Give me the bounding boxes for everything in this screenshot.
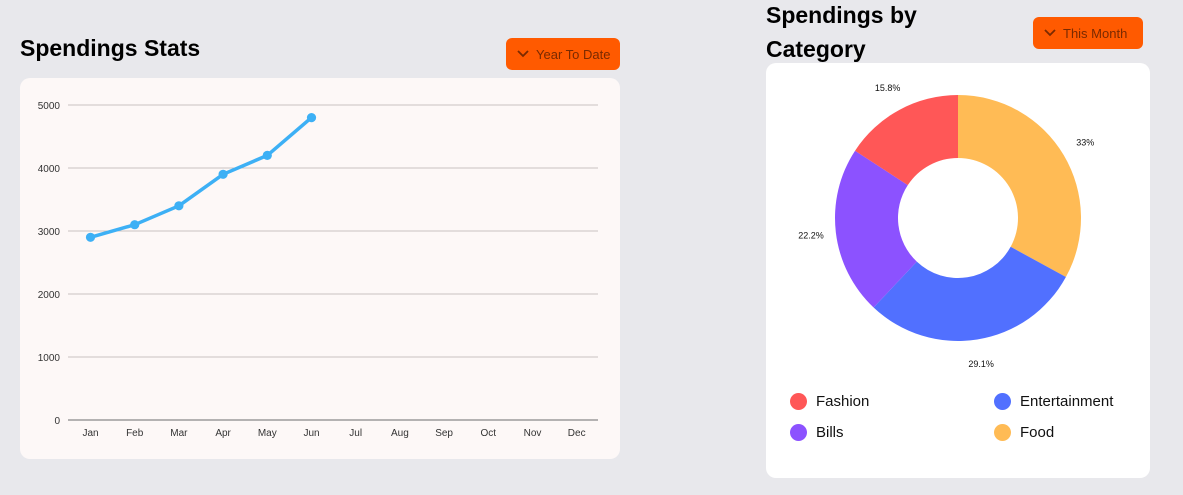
legend-swatch (994, 393, 1011, 410)
legend-label: Bills (816, 424, 844, 441)
y-tick-label: 5000 (38, 101, 61, 112)
x-tick-label: Sep (435, 428, 453, 439)
y-tick-label: 0 (54, 416, 60, 427)
x-tick-label: May (258, 428, 277, 439)
x-tick-label: Jul (349, 428, 362, 439)
slice-value-label: 33% (1076, 138, 1094, 148)
spendings-stats-title: Spendings Stats (20, 35, 201, 61)
data-point[interactable] (85, 232, 96, 242)
category-donut-chart: 33% 29.1% 22.2% 15.8% (798, 83, 1094, 369)
slice-value-label: 15.8% (875, 83, 901, 93)
category-card: 33% 29.1% 22.2% 15.8% Fashion Entertainment B… (766, 63, 1150, 478)
legend-label: Food (1020, 424, 1055, 441)
dropdown-label: Year To Date (536, 46, 611, 62)
legend-item-bills[interactable]: Bills (790, 424, 994, 441)
x-tick-label: Jan (82, 428, 98, 439)
legend-swatch (790, 393, 807, 410)
slice-food[interactable] (958, 95, 1081, 278)
dropdown-label: This Month (1063, 25, 1128, 41)
x-tick-label: Oct (481, 428, 497, 439)
legend-item-entertainment[interactable]: Entertainment (994, 393, 1130, 410)
spendings-line-chart: 0 1000 2000 3000 4000 5000 Jan Feb Mar Apr May Jun J… (38, 101, 598, 439)
legend-item-food[interactable]: Food (994, 424, 1130, 441)
y-tick-label: 4000 (38, 164, 61, 175)
data-point[interactable] (306, 113, 317, 123)
data-point[interactable] (174, 201, 184, 211)
x-tick-label: Jun (303, 428, 319, 439)
legend-label: Fashion (816, 393, 870, 410)
x-tick-label: Nov (524, 428, 542, 439)
y-tick-label: 3000 (38, 227, 61, 238)
data-point[interactable] (262, 150, 272, 160)
x-tick-label: Dec (568, 428, 586, 439)
chevron-down-icon (1044, 29, 1056, 37)
x-tick-label: Aug (391, 428, 409, 439)
chevron-down-icon (517, 50, 529, 58)
slice-fashion[interactable] (855, 95, 958, 186)
legend-swatch (994, 424, 1011, 441)
x-tick-label: Mar (170, 428, 188, 439)
this-month-dropdown[interactable]: This Month (1033, 17, 1143, 49)
slice-value-label: 22.2% (798, 230, 824, 240)
legend-item-fashion[interactable]: Fashion (790, 393, 994, 410)
spendings-by-category-title: Spendings by Category (766, 2, 917, 62)
data-point[interactable] (130, 220, 140, 230)
chart-legend: Fashion Entertainment Bills Food (790, 393, 1130, 441)
x-tick-label: Apr (215, 428, 231, 439)
y-tick-label: 1000 (38, 353, 61, 364)
y-tick-label: 2000 (38, 290, 61, 301)
spendings-stats-card: 0 1000 2000 3000 4000 5000 Jan Feb Mar Apr May Jun J… (20, 78, 620, 459)
year-to-date-dropdown[interactable]: Year To Date (506, 38, 620, 70)
legend-swatch (790, 424, 807, 441)
slice-entertainment[interactable] (873, 246, 1066, 341)
slice-value-label: 29.1% (968, 359, 994, 369)
series-line (90, 116, 313, 239)
x-tick-label: Feb (126, 428, 144, 439)
slice-bills[interactable] (835, 150, 917, 308)
legend-label: Entertainment (1020, 393, 1114, 410)
data-point[interactable] (218, 169, 228, 179)
